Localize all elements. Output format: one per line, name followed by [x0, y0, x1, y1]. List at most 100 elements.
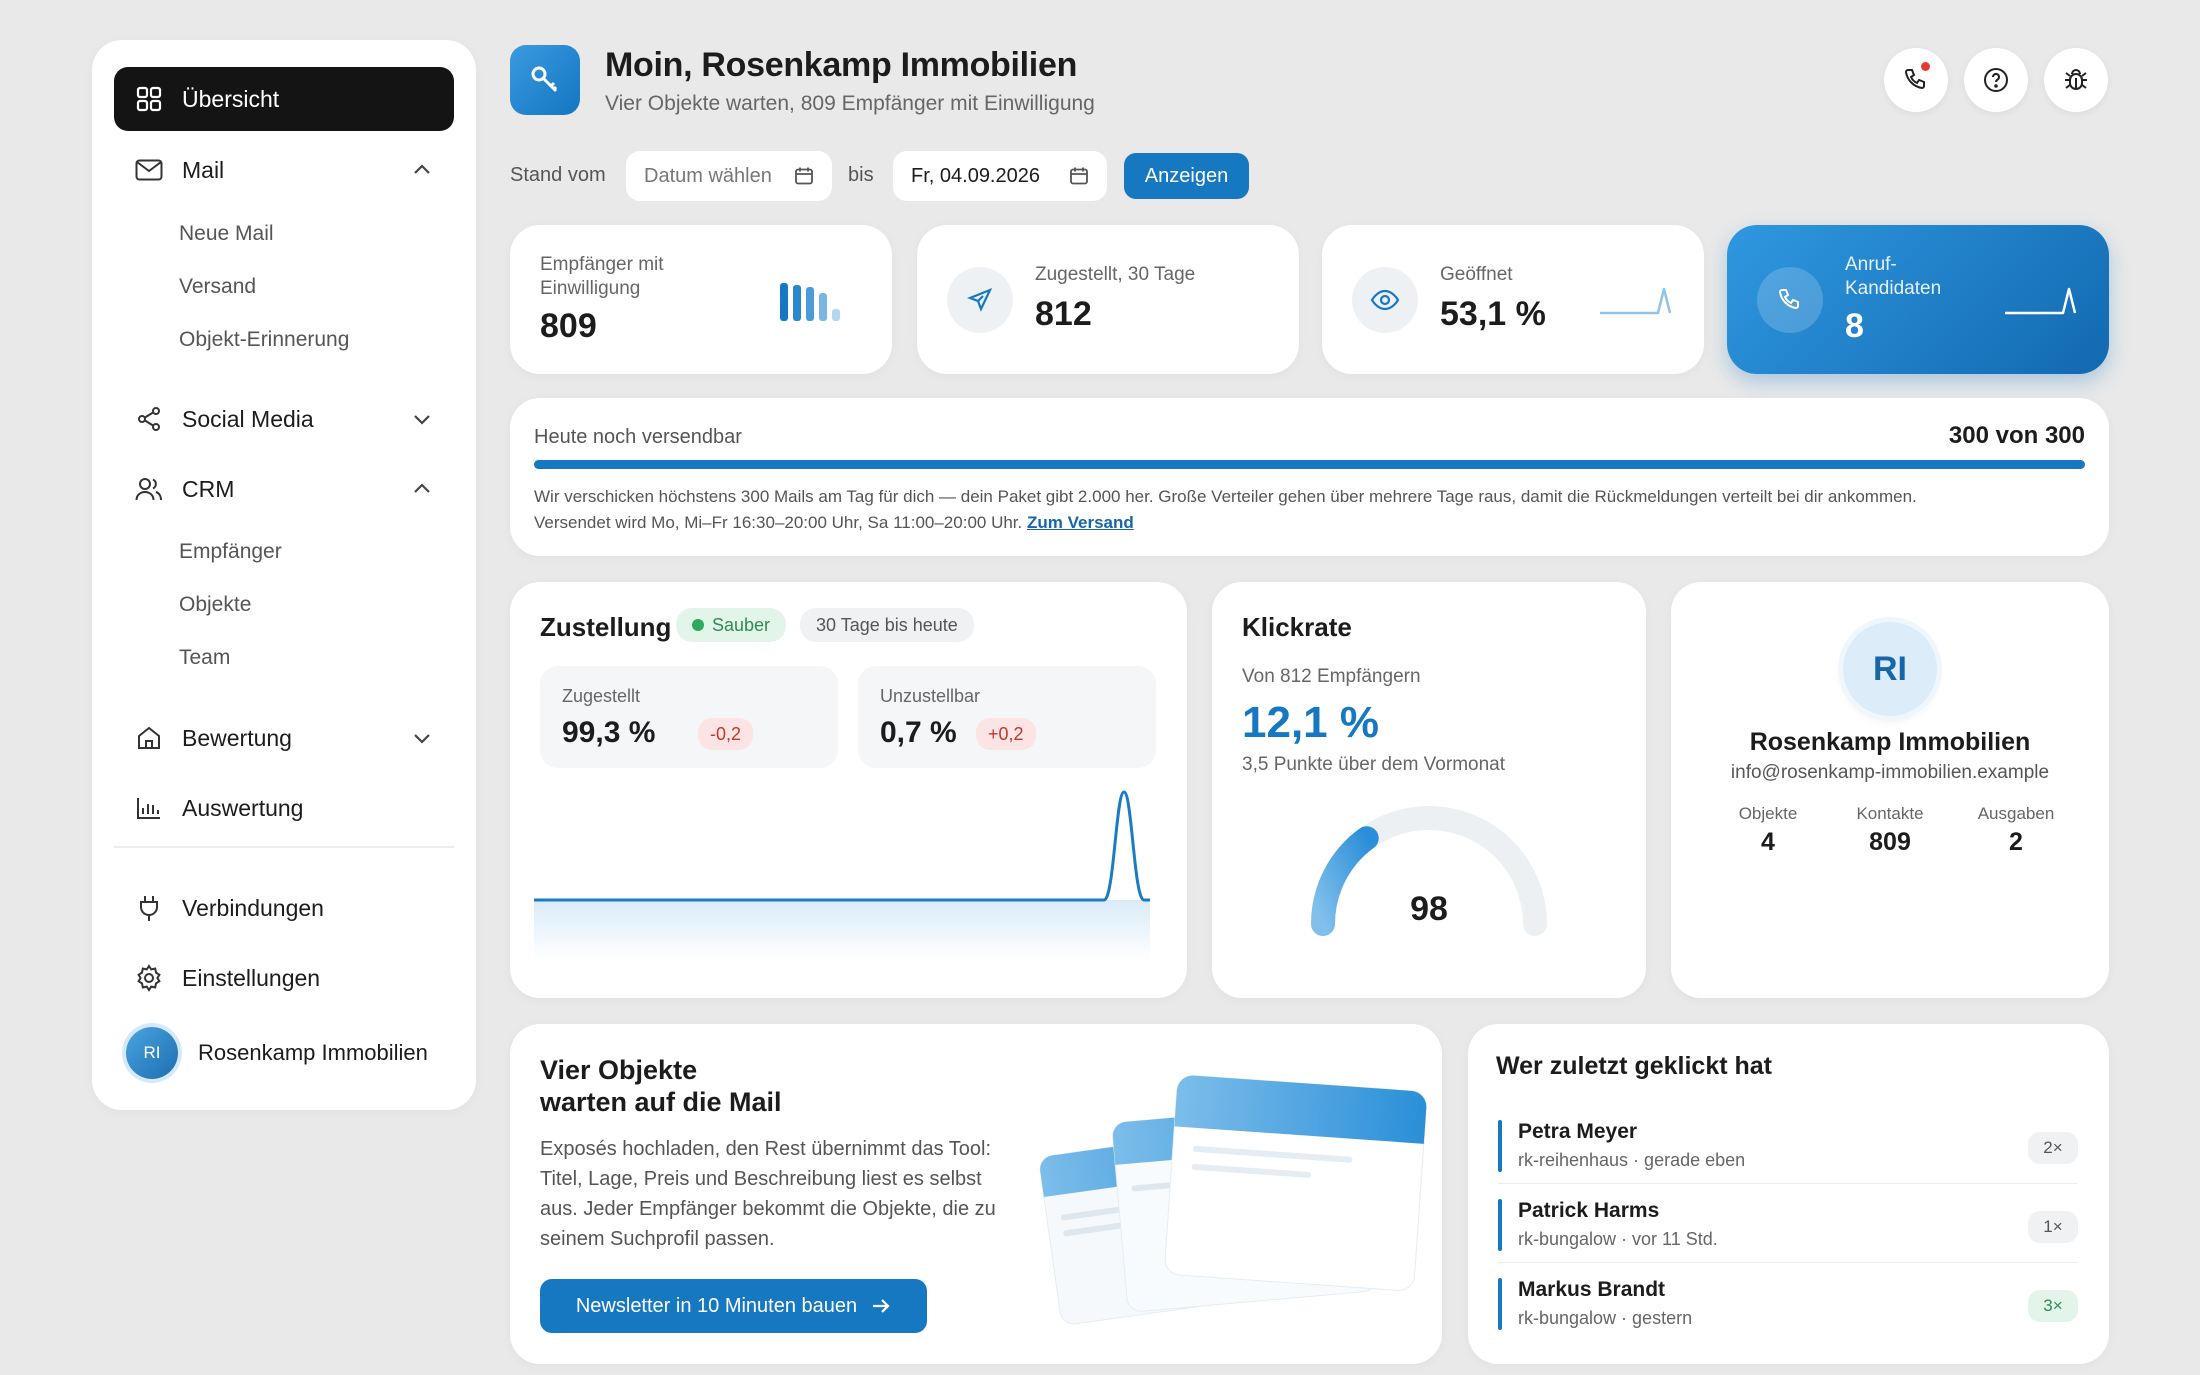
date-from-placeholder: Datum wählen [644, 164, 772, 187]
chevron-up-icon[interactable] [410, 158, 434, 182]
nav-verbindungen[interactable]: Verbindungen [114, 876, 454, 940]
profile-stat-value: 809 [1869, 828, 1911, 856]
delivered-box: Zugestellt 99,3 % -0,2 [540, 666, 838, 768]
calendar-icon [1070, 167, 1088, 185]
stat-label: Anruf-Kandidaten [1845, 254, 1942, 299]
phone-icon [1904, 69, 1925, 90]
profile-stat-label: Ausgaben [1977, 804, 2055, 823]
nav-einstellungen[interactable]: Einstellungen [114, 946, 454, 1010]
nav-crm[interactable]: CRM [114, 457, 454, 521]
stat-value: 53,1 % [1440, 295, 1546, 333]
row-meta: rk-bungalow · gestern [1518, 1308, 1693, 1328]
nav-social-media[interactable]: Social Media [114, 387, 454, 451]
profile-stat-value: 4 [1761, 828, 1775, 856]
bounced-delta: +0,2 [976, 718, 1036, 750]
profile-avatar: RI [1843, 622, 1937, 716]
quota-progress [534, 460, 2085, 469]
nav-label: Mail [182, 156, 225, 183]
stat-card-delivered[interactable]: Zugestellt, 30 Tage 812 [917, 225, 1299, 374]
stat-card-recipients[interactable]: Empfänger mit Einwilligung 809 [510, 225, 892, 374]
key-icon [531, 66, 558, 93]
bar-chart-icon [134, 793, 164, 823]
date-from-field[interactable]: Datum wählen [626, 151, 832, 201]
profile-name: Rosenkamp Immobilien [1749, 728, 2031, 756]
sidebar-user[interactable]: RI Rosenkamp Immobilien [126, 1027, 428, 1079]
nav-neue-mail[interactable]: Neue Mail [179, 222, 274, 245]
delivered-value: 99,3 % [562, 716, 656, 749]
page-title: Moin, Rosenkamp Immobilien [605, 46, 1078, 84]
stat-card-opened[interactable]: Geöffnet 53,1 % [1322, 225, 1704, 374]
stat-label: Empfänger mit Einwilligung [540, 254, 664, 299]
nav-versand[interactable]: Versand [179, 275, 257, 298]
row-count: 1× [2028, 1211, 2078, 1243]
row-divider [1498, 1262, 2078, 1263]
list-item[interactable]: Markus Brandt rk-bungalow · gestern 3× [1498, 1278, 2078, 1334]
row-accent [1498, 1199, 1502, 1251]
stat-value: 809 [540, 307, 597, 345]
nav-mail[interactable]: Mail [114, 138, 454, 202]
nav-auswertung[interactable]: Auswertung [114, 776, 454, 840]
row-count: 3× [2028, 1290, 2078, 1322]
recent-clicks-card: Wer zuletzt geklickt hat [1468, 1024, 2109, 1364]
nav-uebersicht[interactable]: Übersicht [114, 67, 454, 131]
list-item[interactable]: Patrick Harms rk-bungalow · vor 11 Std. … [1498, 1199, 2078, 1255]
nav-label: Bewertung [182, 724, 292, 751]
gauge-value: 98 [1410, 890, 1448, 928]
clickrate-card: Klickrate Von 812 Empfängern 12,1 % 3,5 … [1212, 582, 1646, 998]
nav-label: Einstellungen [182, 964, 321, 991]
clickrate-sub: Von 812 Empfängern [1242, 666, 1421, 687]
quota-schedule: Versendet wird Mo, Mi–Fr 16:30–20:00 Uhr… [534, 513, 1023, 532]
clickrate-compare: 3,5 Punkte über dem Vormonat [1242, 754, 1505, 775]
nav-objekte[interactable]: Objekte [179, 593, 252, 616]
bug-icon [2065, 69, 2087, 90]
sidebar-divider [114, 846, 454, 848]
zum-versand-link[interactable]: Zum Versand [1027, 513, 1134, 532]
build-newsletter-button[interactable]: Newsletter in 10 Minuten bauen [540, 1279, 927, 1333]
illustration-card-front [1164, 1075, 1427, 1291]
stat-label: Zugestellt, 30 Tage [1035, 264, 1196, 285]
delivered-label: Zugestellt [562, 686, 641, 706]
help-icon [1984, 68, 2008, 92]
chevron-down-icon[interactable] [410, 726, 434, 750]
clickrate-title: Klickrate [1242, 612, 1352, 642]
row-name: Petra Meyer [1518, 1120, 1638, 1143]
nav-team[interactable]: Team [179, 646, 231, 669]
recipients-bars-icon [780, 283, 840, 321]
chevron-down-icon[interactable] [410, 407, 434, 431]
row-count: 2× [2028, 1132, 2078, 1164]
bounced-box: Unzustellbar 0,7 % +0,2 [858, 666, 1156, 768]
profile-stat-label: Kontakte [1856, 804, 1924, 823]
profile-stat-contacts: Kontakte 809 [1835, 804, 1945, 857]
app-logo [510, 45, 580, 115]
clickrate-gauge [1311, 806, 1547, 936]
status-dot [692, 619, 704, 631]
opened-sparkline [1600, 287, 1672, 315]
nav-label: Social Media [182, 405, 314, 432]
share-icon [134, 404, 164, 434]
chevron-up-icon[interactable] [410, 477, 434, 501]
apply-button[interactable]: Anzeigen [1124, 153, 1249, 199]
stat-card-call-candidates[interactable]: Anruf-Kandidaten 8 [1727, 225, 2109, 374]
call-button[interactable] [1884, 48, 1948, 112]
bounced-label: Unzustellbar [880, 686, 981, 706]
promo-title: Vier Objekte warten auf die Mail [540, 1054, 782, 1118]
nav-empfaenger[interactable]: Empfänger [179, 540, 282, 563]
date-to-field[interactable]: Fr, 04.09.2026 [893, 151, 1107, 201]
bug-report-button[interactable] [2044, 48, 2108, 112]
nav-label: Auswertung [182, 794, 304, 821]
plug-icon [134, 893, 164, 923]
gauge-fill [1311, 826, 1379, 936]
row-accent [1498, 1120, 1502, 1172]
bis-label: bis [848, 164, 874, 186]
delivery-title: Zustellung [540, 612, 672, 642]
nav-bewertung[interactable]: Bewertung [114, 706, 454, 770]
list-item[interactable]: Petra Meyer rk-reihenhaus · gerade eben … [1498, 1120, 2078, 1176]
row-name: Markus Brandt [1518, 1278, 1666, 1301]
help-button[interactable] [1964, 48, 2028, 112]
profile-card: RI Rosenkamp Immobilien info@rosenkamp-i… [1671, 582, 2109, 998]
nav-objekt-erinnerung[interactable]: Objekt-Erinnerung [179, 328, 350, 351]
quota-label: Heute noch versendbar [534, 426, 742, 448]
delivery-chart [534, 790, 1150, 960]
row-divider [1498, 1183, 2078, 1184]
profile-stat-objects: Objekte 4 [1713, 804, 1823, 857]
